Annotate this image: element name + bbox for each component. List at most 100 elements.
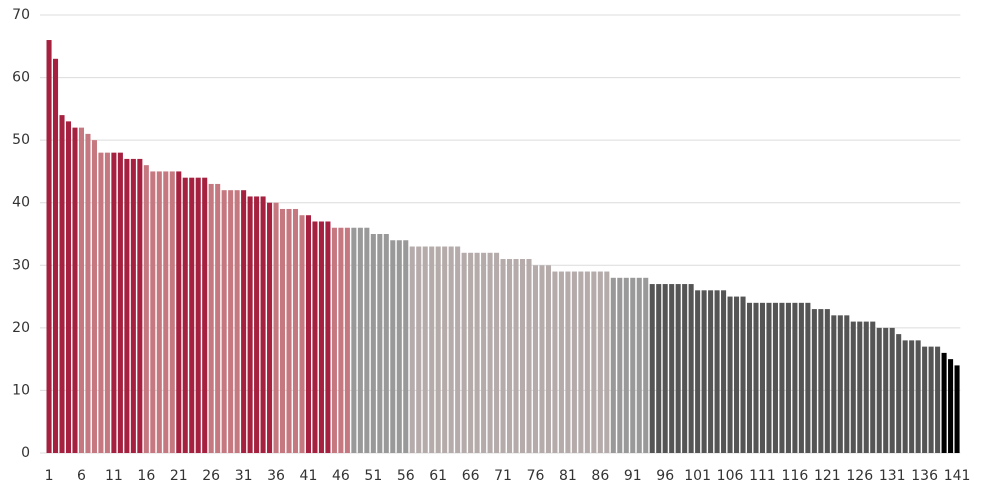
bar: [254, 196, 260, 453]
x-tick-label: 21: [170, 468, 188, 483]
bar: [682, 284, 688, 453]
bar: [552, 271, 558, 453]
bar: [383, 234, 389, 453]
bar: [519, 259, 526, 453]
x-tick-label: 36: [267, 468, 285, 483]
bar: [338, 227, 344, 453]
x-tick-label: 66: [462, 468, 480, 483]
bar: [292, 208, 299, 453]
bar: [461, 252, 467, 453]
bar: [228, 190, 234, 453]
bar: [935, 346, 941, 453]
bar: [318, 221, 324, 453]
x-tick-label: 141: [944, 468, 971, 483]
bar: [532, 265, 539, 453]
bar: [202, 177, 208, 453]
bar: [617, 277, 623, 453]
x-tick-label: 76: [527, 468, 545, 483]
bar: [59, 115, 65, 453]
bar: [941, 352, 947, 453]
bar: [247, 196, 253, 453]
bar: [669, 284, 675, 453]
x-tick-label: 41: [300, 468, 318, 483]
x-tick-label: 81: [559, 468, 577, 483]
bar: [104, 152, 110, 453]
bar: [850, 321, 856, 453]
x-tick-label: 11: [105, 468, 123, 483]
y-tick-label: 60: [12, 70, 30, 86]
bar: [688, 284, 694, 453]
bar: [241, 190, 247, 453]
bar: [364, 227, 370, 453]
bar: [785, 302, 791, 453]
bar: [208, 183, 214, 453]
bar: [824, 309, 830, 453]
bar: [597, 271, 603, 453]
bar: [169, 171, 175, 453]
x-tick-label: 6: [77, 468, 86, 483]
bar: [78, 127, 85, 453]
bar: [312, 221, 318, 453]
x-tick-label: 71: [494, 468, 512, 483]
bar: [922, 346, 928, 453]
bar: [701, 290, 707, 453]
bar: [370, 234, 376, 453]
bar: [195, 177, 201, 453]
bar: [883, 327, 889, 453]
bar: [844, 315, 850, 453]
y-tick-label: 0: [21, 445, 30, 461]
x-tick-label: 46: [332, 468, 350, 483]
bar: [948, 359, 954, 453]
bar: [72, 127, 78, 453]
bar: [759, 302, 766, 453]
bar: [305, 215, 312, 453]
bar: [65, 121, 72, 453]
bar: [721, 290, 727, 453]
bar: [448, 246, 454, 453]
bar: [221, 190, 227, 453]
bar: [604, 271, 610, 453]
bar: [331, 227, 337, 453]
bar: [805, 302, 811, 453]
bar: [610, 277, 616, 453]
bar: [474, 252, 480, 453]
bar: [876, 327, 882, 453]
bar: [545, 265, 551, 453]
bar: [215, 183, 221, 453]
bar: [656, 284, 662, 453]
bar: [357, 227, 363, 453]
bar: [422, 246, 428, 453]
bar: [662, 284, 668, 453]
bar: [137, 158, 143, 453]
bar: [766, 302, 772, 453]
bar: [396, 240, 402, 453]
bar: [143, 165, 149, 453]
bar: [584, 271, 590, 453]
bar: [416, 246, 422, 453]
bar: [130, 158, 136, 453]
bar: [487, 252, 493, 453]
bar: [591, 271, 597, 453]
x-tick-label: 51: [364, 468, 382, 483]
bar: [630, 277, 636, 453]
bar: [565, 271, 571, 453]
x-tick-label: 86: [591, 468, 609, 483]
bar: [150, 171, 156, 453]
bar: [578, 271, 584, 453]
bar: [46, 40, 52, 454]
x-tick-label: 1: [45, 468, 54, 483]
x-tick-label: 116: [782, 468, 809, 483]
bar: [455, 246, 461, 453]
bar: [325, 221, 331, 453]
bar: [481, 252, 487, 453]
bar: [727, 296, 733, 453]
bar: [494, 252, 500, 453]
x-tick-label: 16: [137, 468, 155, 483]
bar: [429, 246, 435, 453]
bar: [870, 321, 876, 453]
bar: [52, 58, 59, 454]
bar: [863, 321, 869, 453]
bar: [267, 202, 273, 453]
bar: [740, 296, 746, 453]
